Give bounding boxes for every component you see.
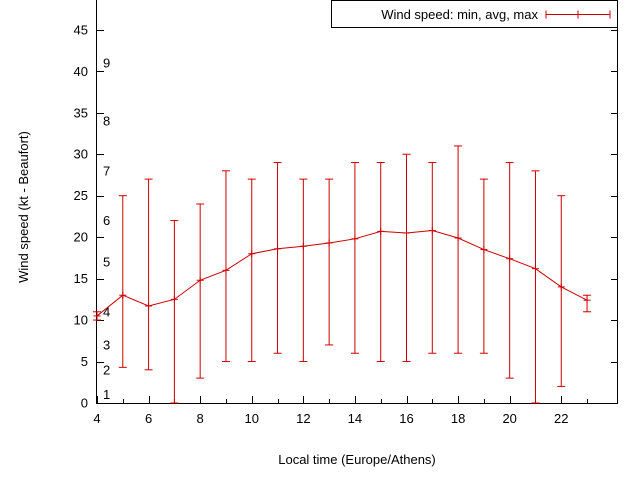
x-axis-label: Local time (Europe/Athens)	[278, 452, 436, 467]
y-tick-label: 30	[74, 147, 88, 162]
y-tick-label: 25	[74, 188, 88, 203]
beaufort-scale-label: 7	[103, 163, 110, 178]
x-tick-label: 16	[399, 411, 413, 426]
x-tick-label: 12	[296, 411, 310, 426]
beaufort-scale-label: 9	[103, 56, 110, 71]
y-tick-label: 35	[74, 105, 88, 120]
avg-line	[96, 230, 588, 317]
y-tick-label: 40	[74, 64, 88, 79]
y-tick-label: 15	[74, 271, 88, 286]
beaufort-scale-label: 6	[103, 213, 110, 228]
y-tick-label: 45	[74, 22, 88, 37]
x-tick-label: 18	[451, 411, 465, 426]
x-tick-label: 8	[197, 411, 204, 426]
beaufort-scale-label: 1	[103, 387, 110, 402]
y-tick-label: 10	[74, 313, 88, 328]
legend-box	[331, 0, 618, 28]
y-tick-label: 0	[81, 396, 88, 411]
x-tick-label: 10	[245, 411, 259, 426]
beaufort-scale-label: 2	[103, 362, 110, 377]
y-axis-label: Wind speed (kt - Beaufort)	[16, 131, 31, 283]
x-tick-label: 22	[554, 411, 568, 426]
beaufort-scale-label: 3	[103, 337, 110, 352]
legend-label: Wind speed: min, avg, max	[381, 7, 538, 22]
y-tick-label: 5	[81, 354, 88, 369]
x-tick-label: 14	[348, 411, 362, 426]
y-tick-label: 20	[74, 230, 88, 245]
x-tick-label: 4	[93, 411, 100, 426]
x-tick-label: 20	[502, 411, 516, 426]
beaufort-scale-label: 4	[103, 304, 110, 319]
beaufort-scale-label: 5	[103, 255, 110, 270]
x-tick-label: 6	[145, 411, 152, 426]
beaufort-scale-label: 8	[103, 114, 110, 129]
